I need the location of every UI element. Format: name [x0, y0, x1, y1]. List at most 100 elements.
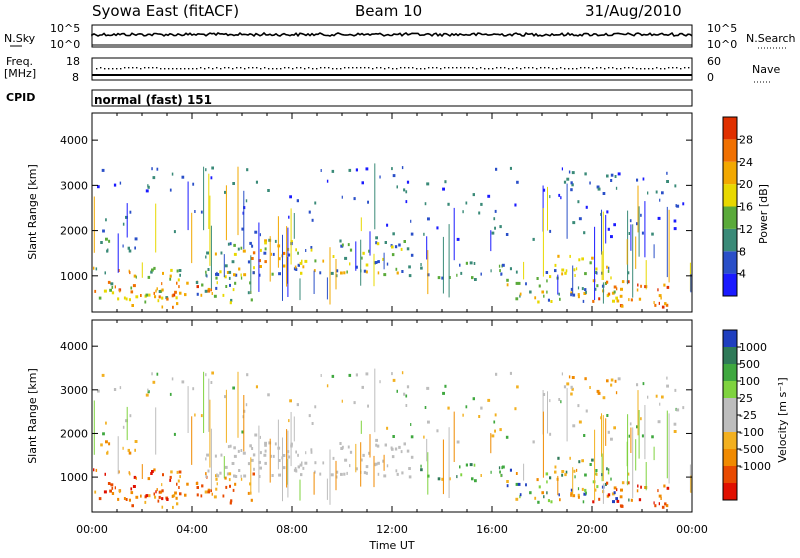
velocity-cell	[258, 475, 261, 478]
power-cell	[375, 236, 378, 240]
velocity-cell	[170, 470, 173, 474]
power-cell	[264, 247, 267, 251]
power-cell	[426, 182, 430, 186]
power-cell	[268, 238, 272, 242]
velocity-cell	[459, 465, 461, 469]
velocity-cell	[474, 479, 477, 483]
power-cell	[620, 287, 623, 291]
power-cell	[577, 286, 580, 290]
nave-dot	[420, 68, 422, 70]
velocity-cell	[211, 492, 213, 496]
power-cell	[447, 202, 450, 206]
power-cell	[585, 290, 587, 294]
velocity-cell	[608, 468, 610, 472]
velocity-cell	[636, 489, 639, 493]
velocity-cell	[240, 477, 243, 481]
power-cell	[500, 272, 502, 276]
nave-dot	[252, 67, 254, 69]
velocity-cell	[95, 468, 98, 472]
power-cell	[130, 286, 133, 290]
power-streak	[690, 274, 692, 293]
velocity-cell	[498, 466, 501, 470]
power-cell	[130, 290, 134, 294]
power-cell	[597, 187, 601, 191]
velocity-streak	[225, 389, 227, 443]
velocity-cell	[661, 395, 664, 399]
nave-dot	[548, 67, 550, 69]
power-cell	[173, 230, 176, 234]
power-cell	[613, 223, 616, 227]
power-cell	[606, 210, 609, 214]
velocity-cell	[229, 501, 232, 505]
nsky-line	[91, 31, 693, 38]
velocity-cell	[216, 482, 218, 486]
power-cell	[147, 275, 151, 279]
velocity-cell	[642, 382, 645, 386]
power-cell	[558, 193, 561, 197]
velocity-cell	[341, 399, 343, 403]
velocity-cell	[247, 491, 250, 495]
power-cell	[108, 239, 111, 243]
power-streak	[668, 209, 670, 283]
velocity-streak	[313, 472, 315, 495]
velocity-y-axis: 1000 2000 3000 4000	[60, 340, 692, 484]
velocity-cell	[194, 413, 196, 417]
freq-label-line1: Freq.	[6, 55, 33, 68]
velocity-cell	[596, 485, 599, 489]
power-cell	[674, 184, 677, 188]
velocity-cell	[249, 482, 252, 486]
power-cell	[570, 181, 573, 185]
power-cell	[240, 276, 243, 280]
velocity-cell	[214, 454, 217, 458]
power-cell	[253, 266, 255, 270]
velocity-cell	[108, 442, 111, 446]
velocity-cell	[332, 456, 335, 460]
power-cell	[349, 248, 353, 252]
power-cell	[519, 292, 522, 296]
power-cell	[594, 287, 597, 291]
velocity-cell	[231, 462, 235, 465]
power-streak	[277, 216, 279, 268]
velocity-cell	[596, 389, 600, 393]
power-cell	[405, 200, 408, 204]
velocity-cell	[365, 465, 369, 469]
velocity-streak	[523, 463, 525, 481]
velocity-cell	[288, 419, 290, 423]
velocity-cell	[442, 391, 445, 395]
power-cell	[537, 300, 540, 304]
power-cell	[564, 271, 567, 275]
velocity-cell	[651, 435, 654, 439]
power-cell	[657, 288, 659, 292]
power-cell	[629, 219, 632, 223]
power-cell	[472, 193, 475, 197]
power-cell	[628, 232, 630, 235]
nave-dot	[660, 68, 662, 70]
power-cell	[156, 287, 158, 291]
power-cell	[546, 279, 548, 283]
power-colorbar-segment-4	[723, 184, 737, 207]
velocity-streak	[637, 390, 639, 436]
power-streak	[666, 206, 668, 278]
power-streak	[602, 282, 604, 304]
velocity-cell	[401, 471, 404, 475]
velocity-cell	[175, 496, 178, 500]
power-cell	[343, 271, 346, 275]
power-cbar-tick-label-3: 16	[739, 201, 753, 214]
velocity-cell	[543, 495, 545, 499]
velocity-cell	[207, 469, 210, 473]
power-cell	[506, 278, 509, 282]
power-cell	[98, 296, 102, 300]
power-cbar-tick-label-4: 20	[739, 178, 753, 191]
power-cell	[495, 167, 498, 171]
velocity-cell	[144, 500, 147, 504]
power-cell	[252, 271, 255, 275]
nsearch-tick-bottom: 10^0	[707, 38, 737, 51]
power-cell	[515, 270, 518, 274]
velocity-cell	[663, 484, 666, 488]
power-cell	[319, 271, 322, 275]
velocity-cell	[94, 490, 97, 494]
power-cell	[572, 221, 576, 225]
velocity-cell	[408, 475, 412, 479]
velocity-streak	[626, 441, 628, 467]
power-cell	[613, 290, 616, 294]
